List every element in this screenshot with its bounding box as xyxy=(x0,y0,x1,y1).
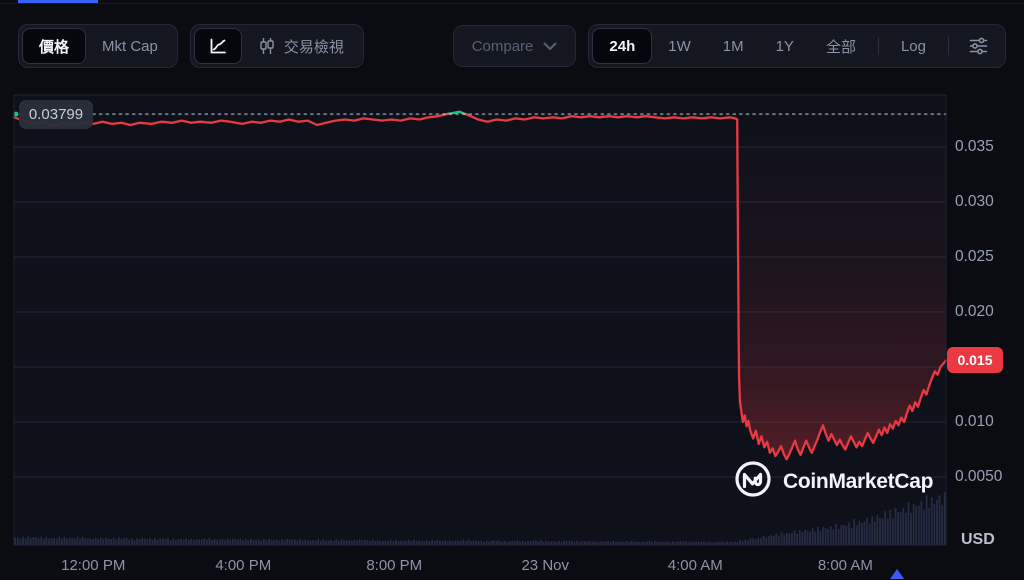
line-chart-view-button[interactable] xyxy=(193,28,242,64)
y-axis-label: 0.035 xyxy=(955,138,994,155)
coinmarketcap-logo xyxy=(733,459,773,504)
divider xyxy=(877,37,879,55)
range-24h-button[interactable]: 24h xyxy=(592,28,653,64)
y-axis-label: 0.030 xyxy=(955,193,994,210)
x-axis-label: 4:00 PM xyxy=(215,557,272,574)
reference-price-badge: 0.03799 xyxy=(19,100,93,129)
trading-view-label: 交易檢視 xyxy=(283,38,344,56)
x-axis-label: 8:00 AM xyxy=(817,557,873,574)
settings-sliders-icon xyxy=(969,37,988,55)
compare-button[interactable]: Compare xyxy=(452,25,577,67)
candlestick-icon xyxy=(258,37,276,55)
top-divider xyxy=(0,3,1024,4)
active-tab-accent-bar xyxy=(18,0,98,3)
chevron-down-icon xyxy=(543,42,557,51)
y-axis-unit-label: USD xyxy=(961,531,995,548)
watermark-text: CoinMarketCap xyxy=(783,469,934,493)
log-scale-button[interactable]: Log xyxy=(885,28,942,64)
x-axis-label: 12:00 PM xyxy=(61,557,126,574)
y-axis-label: 0.025 xyxy=(955,248,994,265)
divider xyxy=(948,37,949,55)
tab-market-cap[interactable]: Mkt Cap xyxy=(86,28,174,64)
x-axis-label: 23 Nov xyxy=(521,557,569,574)
range-1m-button[interactable]: 1M xyxy=(707,28,760,64)
chart-toolbar: 價格 Mkt Cap xyxy=(18,24,1006,68)
chart-type-toggle-group: 交易檢視 xyxy=(189,24,364,68)
y-axis-label: 0.020 xyxy=(955,303,994,320)
compare-label: Compare xyxy=(471,37,534,55)
current-price-badge: 0.015 xyxy=(947,347,1003,374)
chart-settings-button[interactable] xyxy=(955,28,1002,64)
toolbar-right: Compare 24h 1W 1M 1Y 全部 Log xyxy=(452,24,1006,68)
metric-toggle-group: 價格 Mkt Cap xyxy=(18,24,178,68)
range-1w-button[interactable]: 1W xyxy=(652,28,707,64)
toolbar-left: 價格 Mkt Cap xyxy=(18,24,364,68)
time-range-group: 24h 1W 1M 1Y 全部 Log xyxy=(588,24,1006,68)
range-1y-button[interactable]: 1Y xyxy=(760,28,810,64)
trading-view-button[interactable]: 交易檢視 xyxy=(242,28,360,64)
tab-price[interactable]: 價格 xyxy=(22,28,87,64)
x-axis-label: 4:00 AM xyxy=(667,557,723,574)
x-axis-label: 8:00 PM xyxy=(366,557,423,574)
range-all-button[interactable]: 全部 xyxy=(810,28,872,64)
scroll-marker-triangle xyxy=(890,569,905,579)
y-axis-label: 0.010 xyxy=(955,413,994,430)
coinmarketcap-watermark: CoinMarketCap xyxy=(733,459,933,504)
y-axis-label: 0.0050 xyxy=(955,468,1003,485)
line-chart-icon xyxy=(209,37,227,55)
